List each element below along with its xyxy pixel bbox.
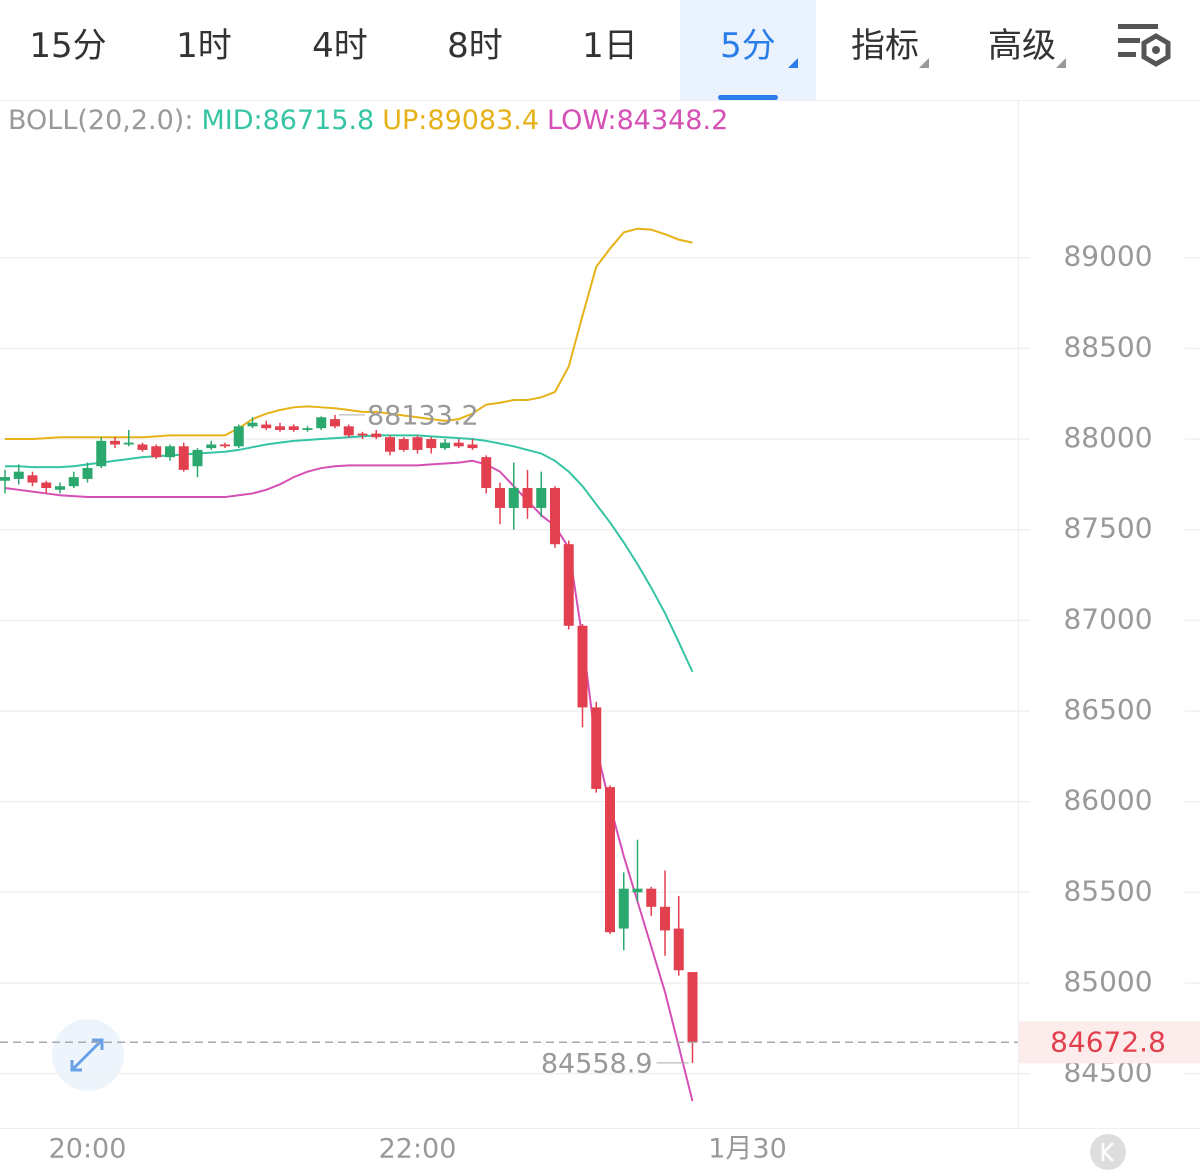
candle-body — [632, 888, 643, 893]
candle-body — [687, 972, 698, 1043]
candle-body — [660, 906, 670, 931]
candle-body — [385, 437, 395, 452]
tab[interactable]: 5分 — [680, 0, 816, 100]
candle-body — [357, 433, 368, 436]
tab[interactable]: 1时 — [176, 26, 232, 66]
dropdown-arrow — [919, 58, 929, 68]
y-tick-label: 89000 — [1063, 240, 1152, 273]
candle-body — [165, 446, 175, 458]
candle-body — [522, 487, 533, 508]
last-price-box — [1019, 1021, 1200, 1064]
candle-body — [646, 888, 657, 907]
indicator-label: BOLL(20,2.0): — [8, 105, 193, 136]
candle-body — [151, 446, 162, 458]
candle-body — [536, 487, 547, 508]
candle-body — [110, 440, 120, 445]
candle-body — [96, 440, 107, 467]
legend-entry: UP:89083.4 — [382, 105, 539, 136]
candle-body — [426, 439, 437, 449]
candle-body — [316, 417, 327, 429]
timeframe-tabs: 15分 1时 4时 8时 1日 5分 指标 高级 — [0, 0, 1200, 100]
candle-body — [178, 446, 189, 470]
candle-body — [412, 437, 423, 450]
candle-body — [495, 487, 505, 508]
candle-body — [467, 444, 478, 449]
tab[interactable]: 4时 — [312, 26, 368, 66]
candle-body — [82, 468, 93, 479]
settings-icon[interactable] — [1118, 24, 1171, 67]
candle-body — [13, 471, 24, 479]
min-label: 84558.9 — [541, 1048, 653, 1079]
tab[interactable]: 高级 — [954, 0, 1090, 100]
y-tick-label: 88000 — [1063, 421, 1152, 454]
y-tick-label: 88500 — [1063, 330, 1152, 363]
y-tick-label: 85500 — [1063, 874, 1152, 907]
candle-body — [673, 928, 684, 971]
dropdown-arrow — [788, 58, 798, 68]
x-tick-label: 1月30 — [708, 1134, 787, 1165]
boll-line — [5, 434, 694, 673]
y-tick-label: 86500 — [1063, 693, 1152, 726]
candle-body — [192, 449, 203, 467]
candle-body — [55, 486, 65, 490]
candle-body — [563, 544, 574, 626]
candle-body — [206, 444, 217, 449]
candle-body — [618, 888, 629, 929]
tab[interactable]: 指标 — [817, 0, 953, 100]
candle-body — [330, 419, 340, 427]
candle-body — [0, 477, 10, 481]
candle-body — [343, 426, 354, 436]
x-tick-label: 20:00 — [49, 1134, 127, 1165]
y-tick-label: 87000 — [1063, 602, 1152, 635]
k-button[interactable] — [1090, 1134, 1126, 1170]
candle-body — [577, 625, 588, 708]
candle-body — [275, 426, 285, 430]
last-price-label: 84672.8 — [1050, 1025, 1166, 1058]
candle-body — [41, 482, 52, 488]
candle-body — [591, 707, 602, 789]
candle-body — [398, 439, 409, 450]
candle-body — [453, 442, 464, 447]
candle-body — [371, 433, 382, 438]
boll-line — [4, 459, 694, 1102]
y-tick-label: 86000 — [1063, 784, 1152, 817]
candle-body — [220, 444, 230, 447]
candle-body — [550, 487, 560, 545]
candle-body — [123, 442, 134, 445]
candle-body — [27, 475, 38, 483]
x-tick-label: 22:00 — [379, 1134, 457, 1165]
candle-body — [302, 428, 313, 430]
candle-body — [68, 477, 79, 487]
candle-body — [288, 426, 299, 430]
y-tick-label: 85000 — [1063, 965, 1152, 998]
boll-line — [5, 227, 693, 441]
candle-body — [605, 787, 615, 933]
legend: BOLL(20,2.0): MID:86715.8 UP:89083.4 LOW:84… — [8, 105, 728, 136]
tab[interactable]: 15分 — [29, 26, 107, 66]
tab[interactable]: 8时 — [447, 26, 503, 66]
tab[interactable]: 1日 — [582, 26, 638, 66]
candle-body — [508, 487, 519, 508]
expand-button[interactable] — [52, 1019, 124, 1091]
candle-body — [137, 444, 148, 450]
candle-body — [481, 457, 492, 488]
legend-entry: MID:86715.8 — [201, 105, 374, 136]
max-label: 88133.2 — [367, 400, 479, 431]
candle-body — [233, 426, 244, 447]
candle-body — [261, 424, 272, 429]
legend-entry: LOW:84348.2 — [547, 105, 728, 136]
candle-body — [247, 422, 258, 427]
candle-body — [440, 442, 450, 449]
dropdown-arrow — [1056, 58, 1066, 68]
y-tick-label: 87500 — [1063, 512, 1152, 545]
